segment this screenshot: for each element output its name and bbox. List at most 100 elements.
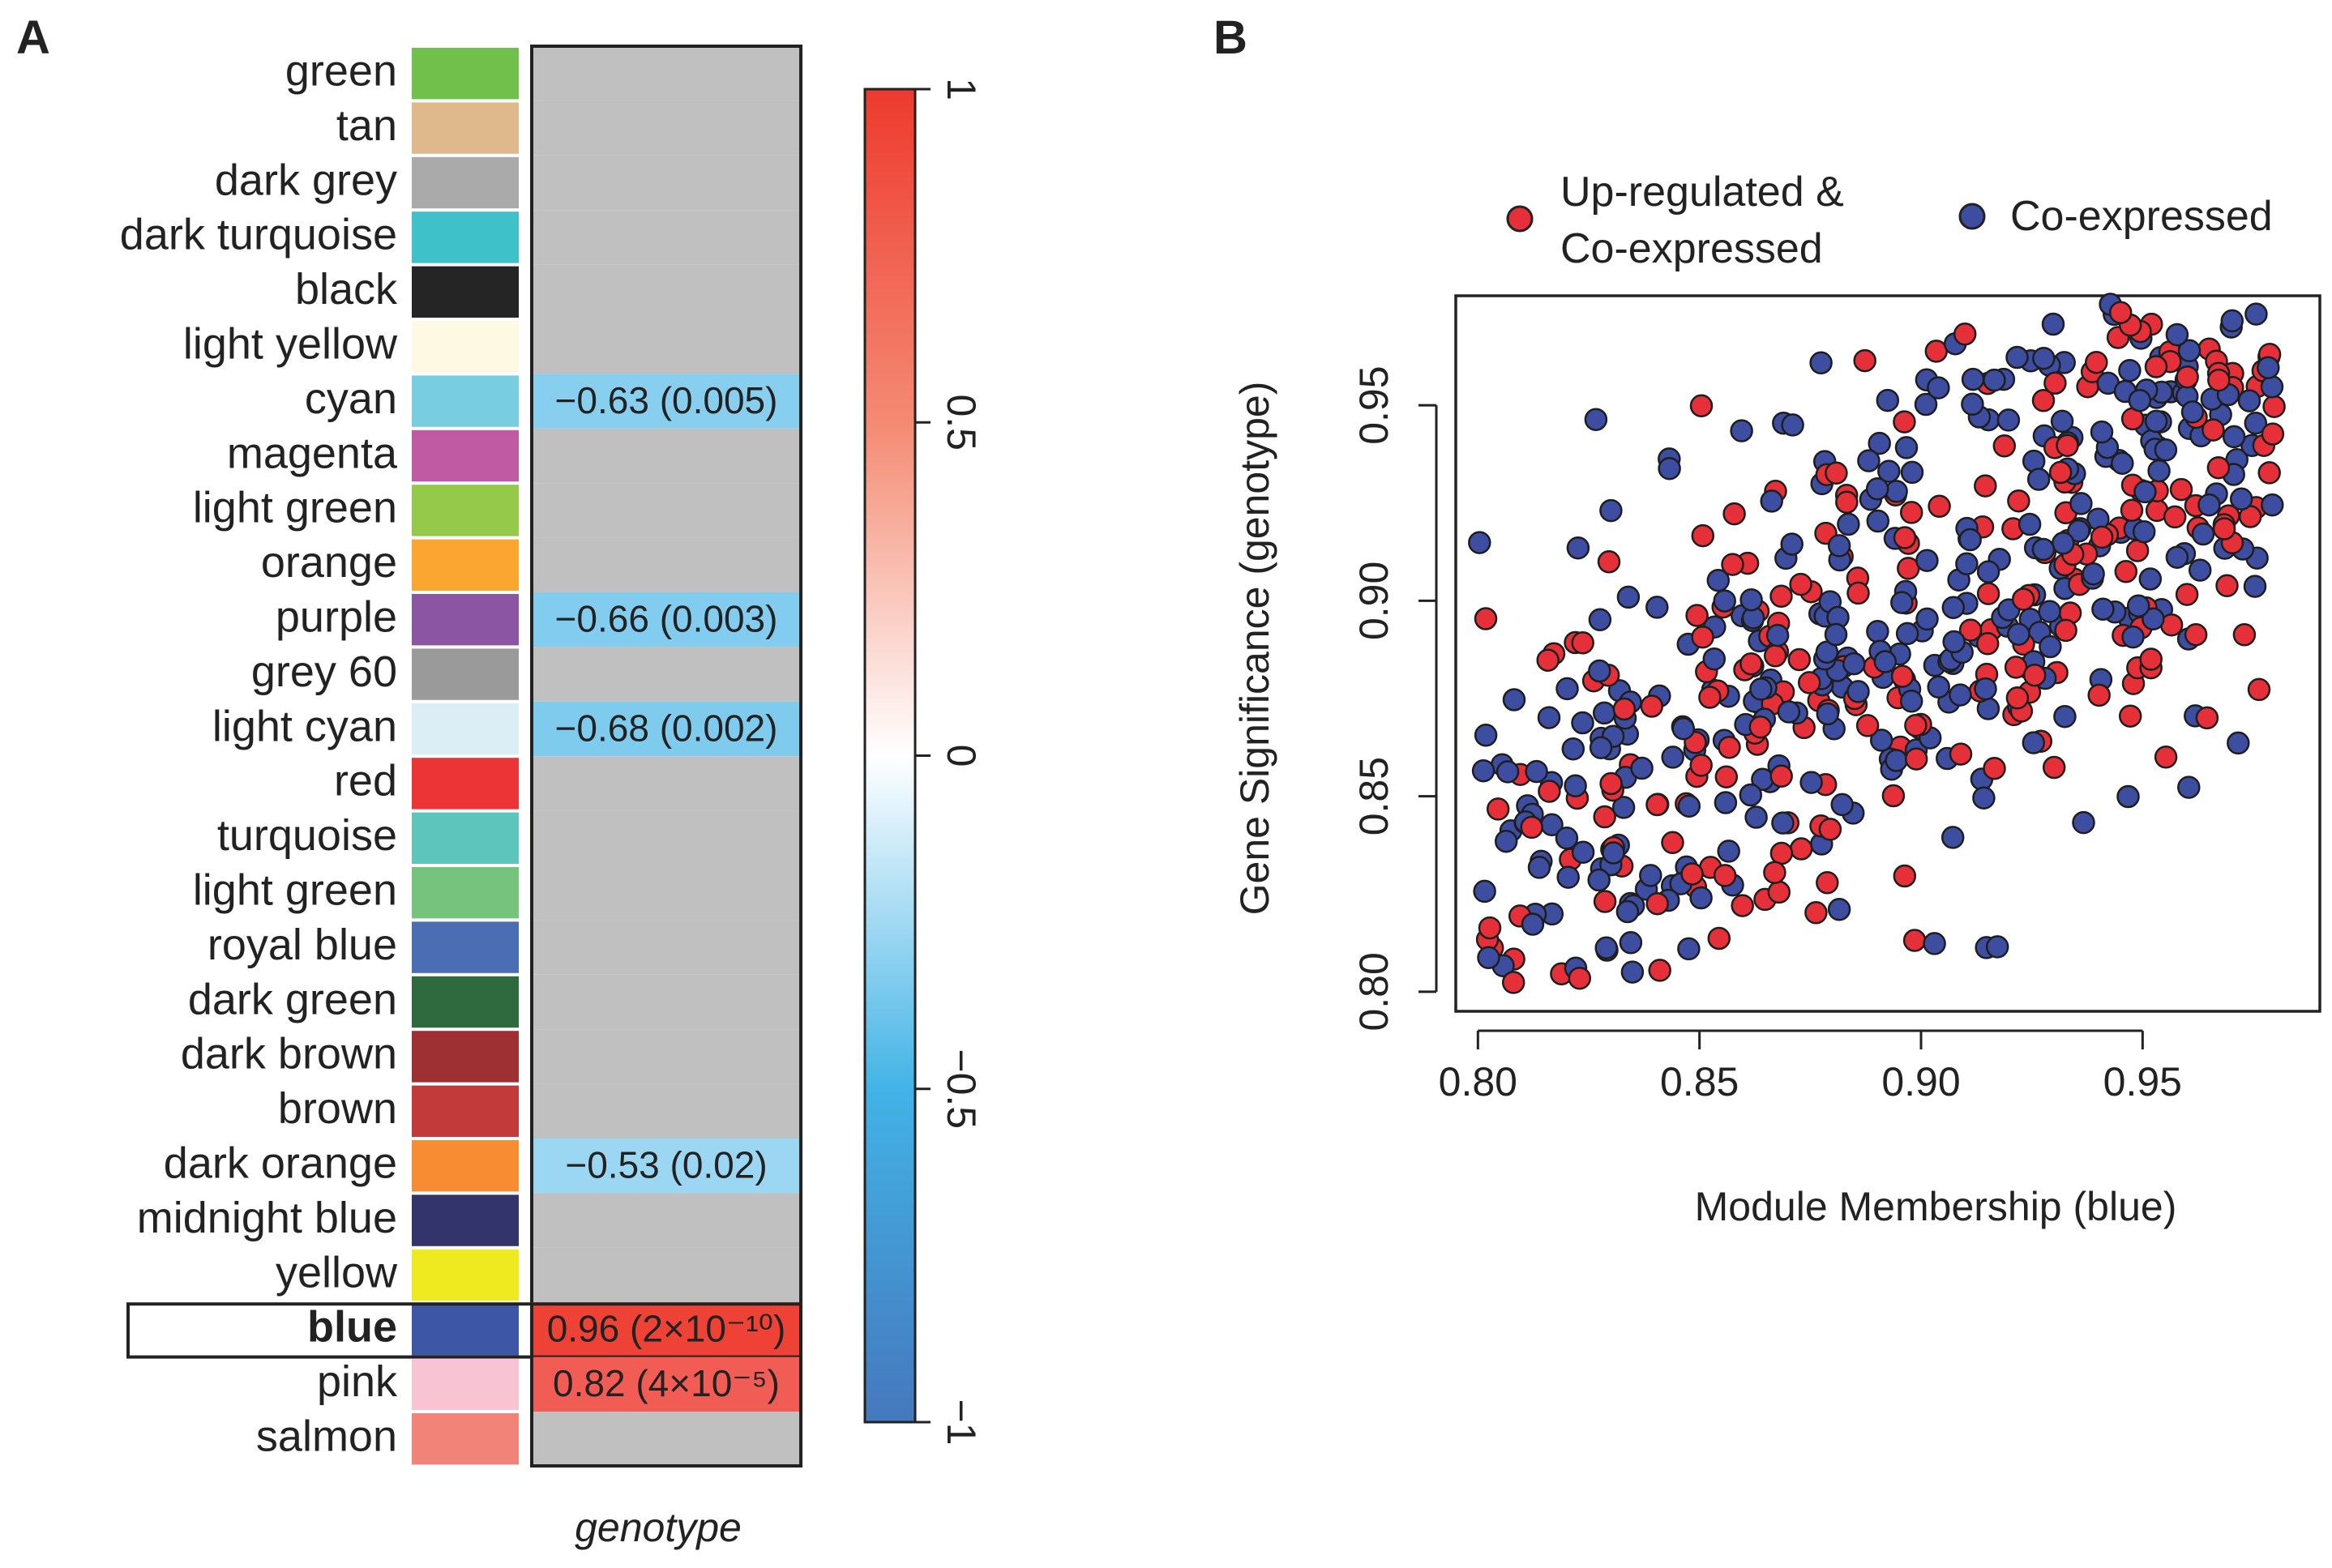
point-coexpressed: [2053, 704, 2077, 728]
colorbar-ticks: 1 0.5 0 −0.5 −1: [915, 78, 984, 1446]
point-upregulated: [1789, 837, 1813, 861]
point-coexpressed: [2197, 493, 2221, 517]
point-coexpressed: [1940, 826, 1965, 849]
module-swatch: [412, 102, 519, 154]
point-upregulated: [2054, 618, 2077, 643]
correlation-cell: [532, 1247, 801, 1303]
colorbar-tick-label: −1: [939, 1399, 984, 1445]
point-coexpressed: [2041, 312, 2065, 336]
point-coexpressed: [1611, 796, 1636, 819]
point-upregulated: [2043, 371, 2067, 395]
point-coexpressed: [2191, 522, 2215, 546]
point-coexpressed: [1816, 702, 1840, 726]
point-upregulated: [1890, 664, 1915, 688]
colorbar-tick-label: −0.5: [939, 1049, 984, 1129]
point-upregulated: [2207, 368, 2231, 392]
point-upregulated: [1721, 553, 1744, 576]
colorbar: [863, 88, 917, 1424]
point-coexpressed: [2126, 594, 2150, 617]
point-coexpressed: [1866, 620, 1889, 643]
point-coexpressed: [1809, 351, 1833, 375]
point-coexpressed: [2052, 532, 2075, 555]
point-upregulated: [2007, 489, 2030, 513]
module-swatch: [412, 1085, 519, 1137]
point-coexpressed: [1619, 931, 1643, 955]
point-upregulated: [1953, 323, 1977, 346]
point-coexpressed: [1780, 532, 1804, 556]
module-label: blue: [307, 1303, 397, 1352]
point-coexpressed: [2142, 607, 2165, 631]
point-coexpressed: [2038, 600, 2061, 623]
point-coexpressed: [2007, 622, 2030, 646]
point-coexpressed: [1846, 680, 1870, 703]
legend-marker-coexpressed: [1958, 203, 1986, 230]
correlation-cell: [532, 537, 801, 592]
module-swatch: [412, 429, 519, 482]
point-coexpressed: [1689, 886, 1713, 910]
point-coexpressed: [1592, 701, 1616, 725]
module-swatch: [412, 648, 519, 700]
point-coexpressed: [1616, 585, 1641, 609]
point-upregulated: [2247, 677, 2271, 702]
colorbar-tick-label: 1: [939, 78, 984, 100]
point-coexpressed: [1890, 591, 1914, 614]
point-coexpressed: [1961, 392, 1984, 417]
point-coexpressed: [1941, 596, 1966, 619]
module-label: royal blue: [208, 921, 397, 969]
point-coexpressed: [1877, 459, 1901, 483]
module-label: light cyan: [212, 702, 397, 750]
point-upregulated: [1818, 818, 1842, 841]
point-upregulated: [1769, 584, 1793, 609]
point-coexpressed: [2111, 451, 2134, 475]
point-upregulated: [1713, 864, 1737, 887]
legend: Up-regulated & Co-expressed Co-expressed: [1506, 169, 2273, 272]
module-swatch: [412, 758, 519, 810]
point-coexpressed: [2082, 562, 2105, 586]
point-upregulated: [2201, 418, 2225, 442]
point-coexpressed: [1885, 749, 1908, 772]
point-coexpressed: [1749, 677, 1773, 701]
point-coexpressed: [2039, 634, 2062, 659]
correlation-value: −0.66 (0.003): [555, 598, 778, 640]
point-upregulated: [2261, 422, 2285, 446]
point-upregulated: [1899, 501, 1923, 524]
point-upregulated: [2108, 301, 2133, 324]
point-upregulated: [1893, 526, 1917, 549]
scatter-points: [1468, 293, 2286, 994]
module-label: red: [334, 757, 397, 805]
point-coexpressed: [1658, 456, 1681, 481]
point-coexpressed: [2180, 400, 2205, 424]
point-coexpressed: [1525, 759, 1548, 784]
point-coexpressed: [1630, 756, 1654, 780]
correlation-cell: [532, 1412, 801, 1467]
correlation-cell: [532, 1139, 801, 1194]
point-upregulated: [2087, 683, 2111, 707]
point-coexpressed: [1876, 388, 1900, 412]
correlation-cell: [532, 756, 801, 811]
module-label: green: [285, 47, 397, 96]
point-coexpressed: [2031, 537, 2056, 562]
heatmap-border: [530, 45, 802, 1468]
legend-label-upregulated-line1: Up-regulated &: [1560, 169, 1844, 216]
module-swatch: [412, 485, 519, 536]
point-coexpressed: [1865, 476, 1889, 501]
module-swatch: [412, 211, 519, 263]
point-upregulated: [1949, 742, 1973, 766]
point-coexpressed: [2257, 356, 2280, 379]
point-upregulated: [2090, 525, 2114, 549]
point-coexpressed: [1760, 489, 1783, 513]
point-coexpressed: [2144, 409, 2168, 434]
correlation-cell: [532, 1302, 801, 1357]
point-coexpressed: [1915, 607, 1939, 631]
module-swatch: [412, 375, 519, 427]
point-upregulated: [1976, 582, 2000, 605]
point-coexpressed: [1976, 560, 2000, 583]
point-upregulated: [1974, 474, 1997, 498]
module-label: dark orange: [164, 1139, 397, 1188]
correlation-cell: [532, 701, 801, 757]
correlation-cell: [532, 592, 801, 647]
point-upregulated: [2215, 574, 2239, 598]
module-label: black: [295, 265, 398, 314]
correlation-cell: [532, 264, 801, 319]
point-upregulated: [1691, 523, 1715, 548]
